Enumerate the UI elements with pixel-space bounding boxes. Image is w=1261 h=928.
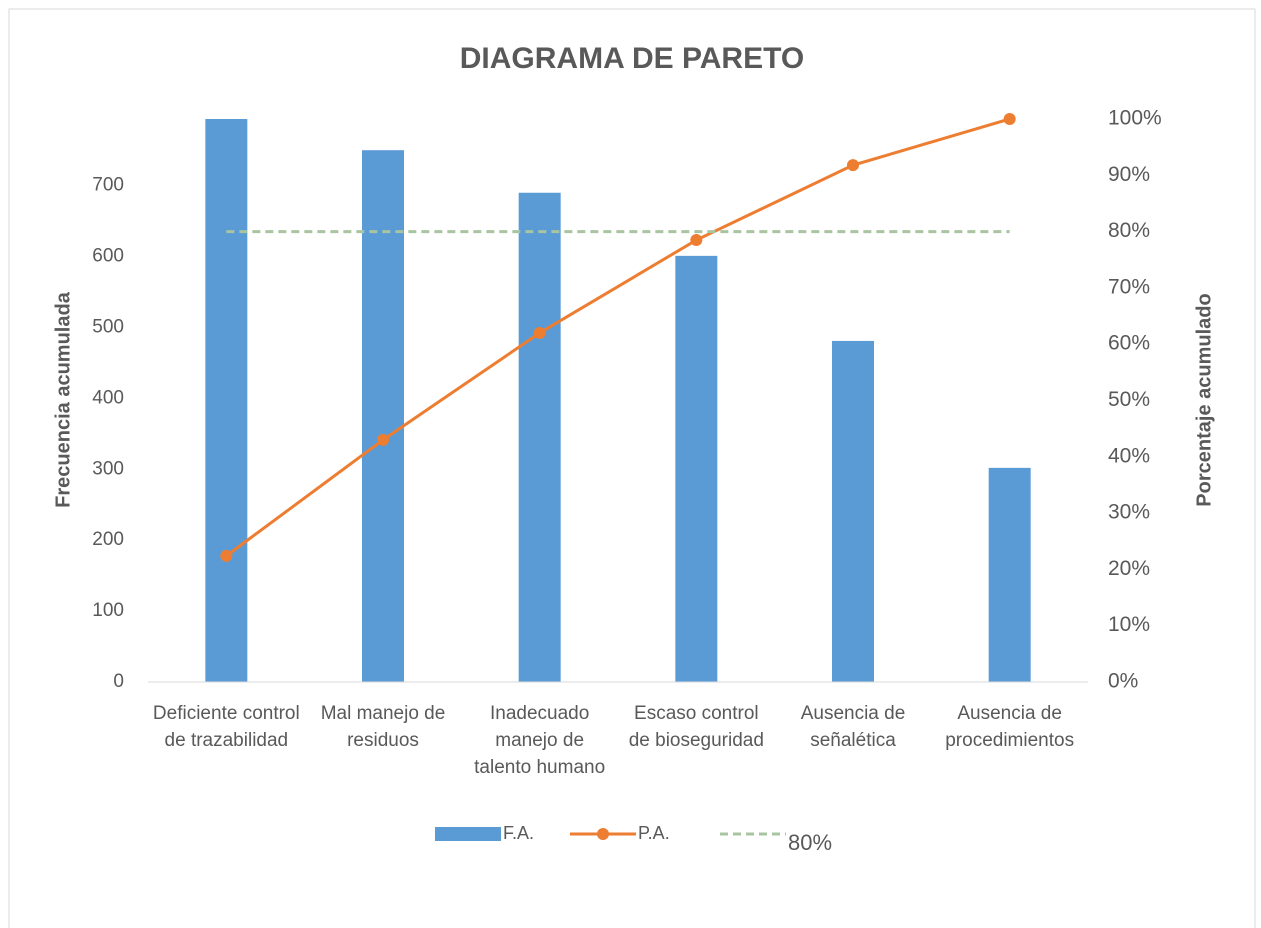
y-tick-label: 200 bbox=[92, 529, 124, 550]
bar bbox=[362, 150, 404, 683]
point bbox=[377, 433, 389, 446]
point bbox=[533, 326, 546, 339]
point bbox=[220, 549, 233, 562]
legend-swatch bbox=[435, 827, 501, 841]
chart-title: DIAGRAMA DE PARETO bbox=[460, 42, 804, 75]
y-tick-label: 300 bbox=[92, 458, 124, 479]
x-tick-label: Ausencia de señalética bbox=[800, 703, 906, 751]
x-tick-label: Deficiente control de trazabilidad bbox=[152, 703, 300, 751]
y2-axis-label: Porcentaje acumulado bbox=[1193, 293, 1215, 506]
x-tick-label: Inadecuado manejo de talento humano bbox=[474, 703, 606, 778]
bar bbox=[205, 119, 248, 682]
y2-tick-label: 10% bbox=[1108, 613, 1150, 636]
x-tick-label: Ausencia de procedimientos bbox=[945, 703, 1075, 751]
chart-frame bbox=[8, 8, 1256, 928]
y-axis-label: Frecuencia acumulada bbox=[52, 291, 74, 508]
y2-tick-label: 80% bbox=[1108, 219, 1150, 242]
bar bbox=[988, 467, 1031, 682]
legend-label: 80% bbox=[788, 830, 832, 855]
point bbox=[847, 159, 859, 172]
y2-tick-label: 100% bbox=[1108, 107, 1162, 130]
line bbox=[225, 117, 1011, 558]
point bbox=[1003, 113, 1016, 125]
bar bbox=[675, 255, 718, 682]
y-tick-label: 100 bbox=[92, 600, 124, 621]
y2-tick-label: 20% bbox=[1108, 557, 1150, 580]
legend-label: F.A. bbox=[503, 823, 534, 843]
bar bbox=[518, 192, 561, 682]
y-tick-label: 0 bbox=[113, 671, 124, 692]
legend-label: P.A. bbox=[638, 823, 670, 843]
y2-tick-label: 90% bbox=[1108, 163, 1150, 186]
x-tick-label: Escaso control de bioseguridad bbox=[628, 703, 764, 751]
legend-marker bbox=[597, 828, 609, 840]
y-tick-label: 400 bbox=[92, 387, 124, 408]
y2-tick-label: 40% bbox=[1108, 444, 1150, 467]
bar bbox=[832, 340, 874, 682]
y2-tick-label: 50% bbox=[1108, 388, 1150, 411]
y2-tick-label: 30% bbox=[1108, 501, 1150, 524]
x-tick-label: Mal manejo de residuos bbox=[320, 703, 446, 751]
y2-tick-label: 0% bbox=[1108, 670, 1138, 693]
point bbox=[690, 234, 703, 247]
y-tick-label: 700 bbox=[92, 175, 124, 196]
y-tick-label: 500 bbox=[92, 316, 124, 337]
y2-tick-label: 60% bbox=[1108, 332, 1150, 355]
y2-tick-label: 70% bbox=[1108, 275, 1150, 298]
y-tick-label: 600 bbox=[92, 246, 124, 267]
